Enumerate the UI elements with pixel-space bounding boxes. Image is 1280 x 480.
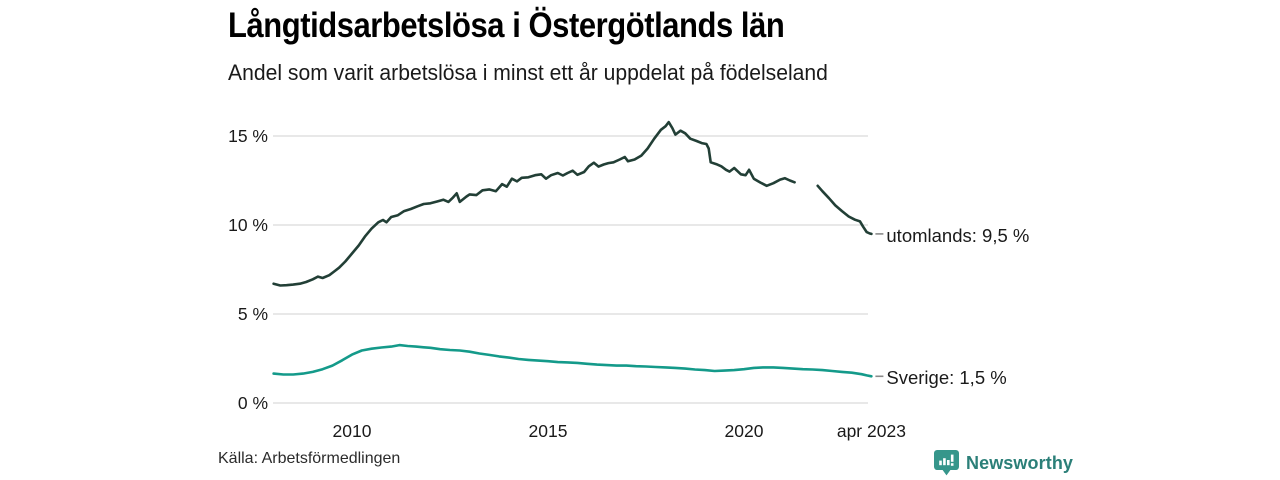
source-note: Källa: Arbetsförmedlingen [218, 450, 401, 467]
series-end-label-utomlands: utomlands: 9,5 % [886, 224, 1030, 246]
series-line-utomlands-seg1 [816, 184, 873, 236]
x-tick-label-2: 2020 [724, 421, 764, 441]
brand-name: Newsworthy [966, 453, 1074, 473]
y-tick-label-3: 15 % [228, 126, 268, 146]
x-tick-label-0: 2010 [332, 421, 372, 441]
series-line-utomlands-seg0 [272, 120, 796, 287]
x-tick-label-3: apr 2023 [836, 421, 906, 441]
y-tick-label-1: 5 % [237, 304, 268, 324]
series-line-Sverige-seg0 [272, 343, 873, 378]
series-end-label-Sverige: Sverige: 1,5 % [886, 367, 1007, 389]
brand-footer: Newsworthy [934, 450, 1073, 477]
x-tick-label-1: 2015 [528, 421, 568, 441]
chart-subtitle: Andel som varit arbetslösa i minst ett å… [228, 60, 828, 85]
newsworthy-logo-icon [934, 450, 959, 476]
y-tick-label-2: 10 % [228, 215, 268, 235]
chart-title: Långtidsarbetslösa i Östergötlands län [228, 6, 785, 45]
y-tick-label-0: 0 % [237, 393, 268, 413]
